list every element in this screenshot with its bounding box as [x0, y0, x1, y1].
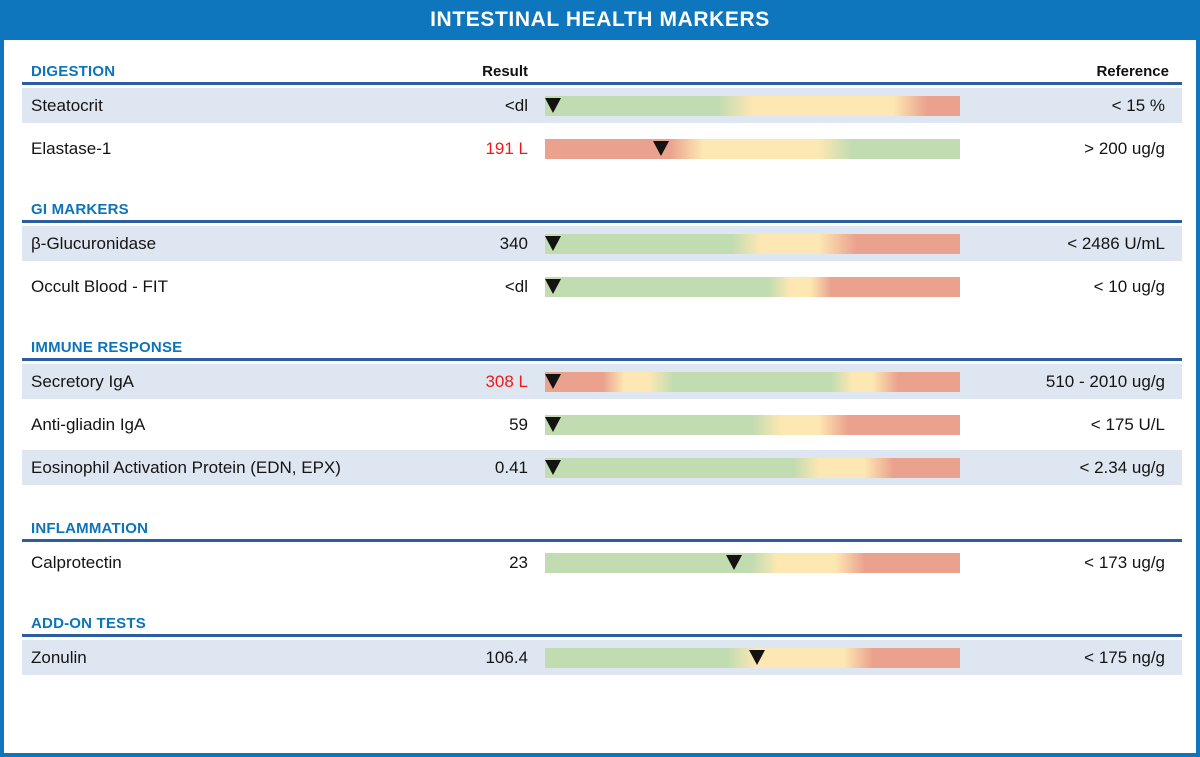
marker-triangle-icon [545, 97, 562, 113]
test-name: Eosinophil Activation Protein (EDN, EPX) [31, 458, 341, 477]
section-title: ADD-ON TESTS [31, 614, 146, 632]
range-gradient-bar [545, 457, 960, 478]
reference-range: < 173 ug/g [1084, 552, 1165, 572]
section-rule [22, 220, 1182, 223]
marker-triangle-icon [545, 235, 562, 251]
reference-range: < 175 ng/g [1084, 647, 1165, 667]
test-name: Calprotectin [31, 553, 122, 572]
range-bar-cell [528, 138, 977, 159]
marker-triangle-icon [545, 459, 562, 475]
section-title: GI MARKERS [31, 200, 129, 218]
report-title: INTESTINAL HEALTH MARKERS [430, 8, 770, 31]
reference-range: 510 - 2010 ug/g [1045, 371, 1165, 391]
section-digestion: DIGESTION Result Reference Steatocrit <d… [22, 62, 1182, 166]
table-row: Eosinophil Activation Protein (EDN, EPX)… [22, 450, 1182, 485]
section-add-on-tests: ADD-ON TESTS Zonulin 106.4 < 175 ng/g [22, 614, 1182, 675]
marker-triangle-icon [748, 649, 765, 665]
result-value: 340 [499, 233, 528, 253]
range-gradient-bar [545, 95, 960, 116]
test-name: Secretory IgA [31, 372, 134, 391]
test-name: Steatocrit [31, 96, 103, 115]
range-gradient-bar [545, 276, 960, 297]
section-immune-response: IMMUNE RESPONSE Secretory IgA 308 L 510 … [22, 338, 1182, 485]
section-title: DIGESTION [31, 62, 116, 80]
column-header-reference: Reference [1096, 62, 1169, 80]
range-bar-cell [528, 414, 977, 435]
marker-triangle-icon [653, 140, 670, 156]
table-row: Elastase-1 191 L > 200 ug/g [22, 131, 1182, 166]
result-value: 106.4 [485, 647, 528, 667]
table-row: Zonulin 106.4 < 175 ng/g [22, 640, 1182, 675]
table-row: Anti-gliadin IgA 59 < 175 U/L [22, 407, 1182, 442]
report-title-bar: INTESTINAL HEALTH MARKERS [0, 0, 1200, 40]
section-gi-markers: GI MARKERS β-Glucuronidase 340 < 2486 U/… [22, 200, 1182, 304]
result-value: 59 [509, 414, 528, 434]
section-title: INFLAMMATION [31, 519, 149, 537]
result-value: 191 L [485, 138, 528, 158]
marker-triangle-icon [545, 278, 562, 294]
reference-range: < 2486 U/mL [1067, 233, 1165, 253]
table-row: Secretory IgA 308 L 510 - 2010 ug/g [22, 364, 1182, 399]
table-row: β-Glucuronidase 340 < 2486 U/mL [22, 226, 1182, 261]
section-rule [22, 634, 1182, 637]
table-row: Occult Blood - FIT <dl < 10 ug/g [22, 269, 1182, 304]
reference-range: < 10 ug/g [1093, 276, 1165, 296]
section-rule [22, 358, 1182, 361]
range-gradient-bar [545, 138, 960, 159]
report-body: DIGESTION Result Reference Steatocrit <d… [0, 40, 1200, 757]
section-header: GI MARKERS [22, 200, 1182, 218]
range-gradient-bar [545, 371, 960, 392]
reference-range: > 200 ug/g [1084, 138, 1165, 158]
test-name: β-Glucuronidase [31, 234, 157, 253]
range-bar-cell [528, 95, 977, 116]
reference-range: < 2.34 ug/g [1079, 457, 1165, 477]
section-inflammation: INFLAMMATION Calprotectin 23 < 173 ug/g [22, 519, 1182, 580]
range-gradient-bar [545, 414, 960, 435]
result-value: <dl [504, 95, 528, 115]
range-bar-cell [528, 552, 977, 573]
marker-triangle-icon [545, 373, 562, 389]
result-value: <dl [504, 276, 528, 296]
marker-triangle-icon [725, 554, 742, 570]
section-header: INFLAMMATION [22, 519, 1182, 537]
reference-range: < 15 % [1111, 95, 1165, 115]
range-bar-cell [528, 457, 977, 478]
table-row: Steatocrit <dl < 15 % [22, 88, 1182, 123]
table-row: Calprotectin 23 < 173 ug/g [22, 545, 1182, 580]
section-header: ADD-ON TESTS [22, 614, 1182, 632]
column-header-result: Result [482, 62, 528, 80]
range-bar-cell [528, 371, 977, 392]
section-title: IMMUNE RESPONSE [31, 338, 183, 356]
range-bar-cell [528, 647, 977, 668]
section-header: DIGESTION Result Reference [22, 62, 1182, 80]
test-name: Occult Blood - FIT [31, 277, 168, 296]
test-name: Anti-gliadin IgA [31, 415, 146, 434]
test-name: Elastase-1 [31, 139, 112, 158]
marker-triangle-icon [545, 416, 562, 432]
range-gradient-bar [545, 552, 960, 573]
test-name: Zonulin [31, 648, 87, 667]
range-bar-cell [528, 233, 977, 254]
reference-range: < 175 U/L [1090, 414, 1165, 434]
section-header: IMMUNE RESPONSE [22, 338, 1182, 356]
range-gradient-bar [545, 233, 960, 254]
section-rule [22, 539, 1182, 542]
result-value: 23 [509, 552, 528, 572]
range-bar-cell [528, 276, 977, 297]
result-value: 0.41 [494, 457, 528, 477]
section-rule [22, 82, 1182, 85]
result-value: 308 L [485, 371, 528, 391]
range-gradient-bar [545, 647, 960, 668]
